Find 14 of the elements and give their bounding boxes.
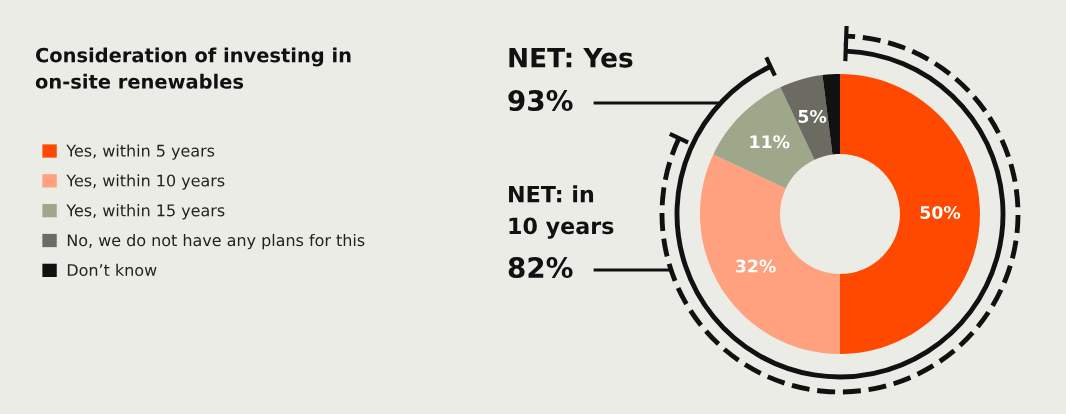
legend-label: No, we do not have any plans for this	[67, 233, 365, 250]
data-label: 32%	[735, 259, 776, 273]
donut-slice	[840, 74, 980, 354]
legend-label: Yes, within 5 years	[66, 144, 215, 160]
legend-label: Don’t know	[67, 263, 157, 277]
text: NET: in 10 years 82%	[508, 185, 614, 279]
legend-label: Yes, within 15 years	[66, 204, 225, 220]
text: NET: Yes 93%	[508, 48, 633, 112]
chart-title: Consideration of investing in on-site renewables	[35, 47, 351, 89]
data-label: 11%	[750, 135, 790, 149]
data-label: 5%	[798, 109, 827, 124]
donut-slice	[700, 154, 840, 354]
data-label: 50%	[920, 205, 961, 220]
legend-label: Yes, within 10 years	[66, 174, 225, 190]
